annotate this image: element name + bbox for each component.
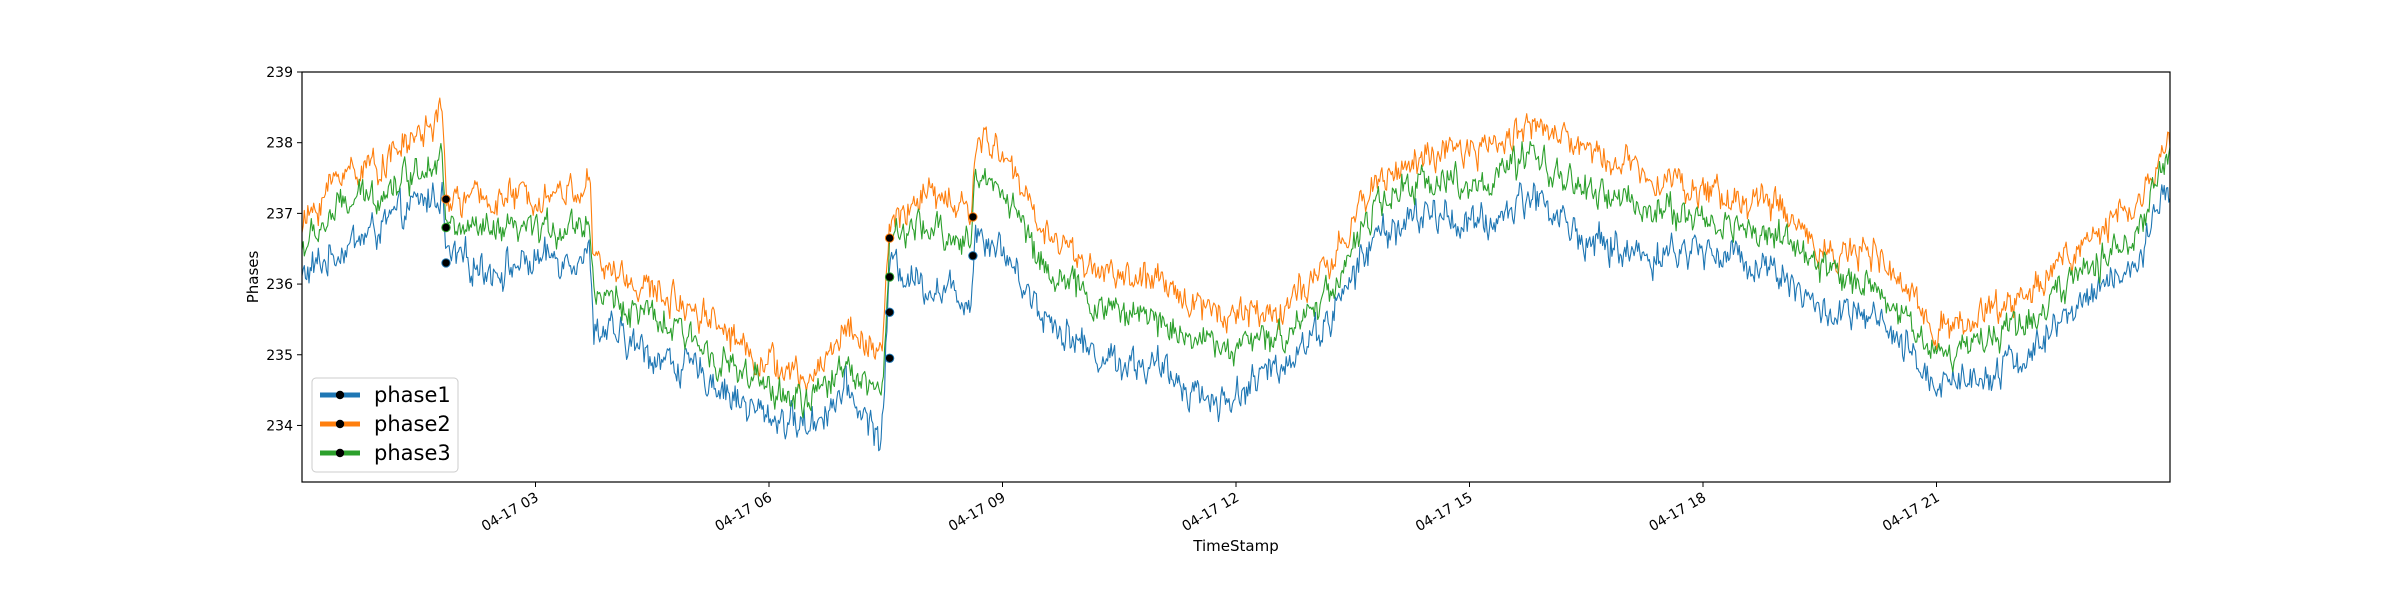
plot-area: [302, 72, 2170, 482]
data-point-phase3-2: [441, 222, 451, 233]
x-axis-label: TimeStamp: [1192, 537, 1278, 555]
data-point-phase1-3: [884, 353, 895, 363]
data-point-phase1-0: [441, 258, 451, 268]
legend-label-phase2: phase2: [374, 412, 451, 436]
legend-marker-phase1: [335, 390, 345, 400]
data-point-phase2-8: [968, 212, 978, 222]
y-axis: 234 235 236 237 238 239: [266, 65, 302, 434]
data-point-phase2-6: [884, 233, 895, 243]
legend-marker-phase2: [335, 419, 345, 429]
series-line-phase3: [302, 141, 2170, 419]
y-tick-label-234: 234: [266, 418, 293, 434]
series-line-phase1: [302, 181, 2170, 452]
data-point-phase2-1: [441, 194, 451, 204]
legend-label-phase3: phase3: [374, 441, 451, 465]
y-tick-label-238: 238: [266, 136, 293, 152]
data-point-phase1-4: [884, 307, 895, 317]
legend-marker-phase3: [335, 448, 345, 458]
y-axis-label: Phases: [244, 251, 262, 304]
legend-label-phase1: phase1: [374, 383, 451, 407]
y-tick-label-236: 236: [266, 277, 293, 293]
y-tick-label-237: 237: [266, 206, 293, 222]
marker-layer: [441, 194, 978, 363]
data-point-phase3-5: [884, 272, 895, 282]
legend: phase1 phase2 phase3: [311, 377, 459, 473]
series-layer: [302, 97, 2170, 452]
y-tick-label-235: 235: [266, 348, 293, 364]
legend-box: [311, 377, 459, 473]
data-point-phase1-7: [968, 251, 978, 261]
series-line-phase2: [302, 97, 2170, 393]
y-tick-label-239: 239: [266, 65, 293, 81]
